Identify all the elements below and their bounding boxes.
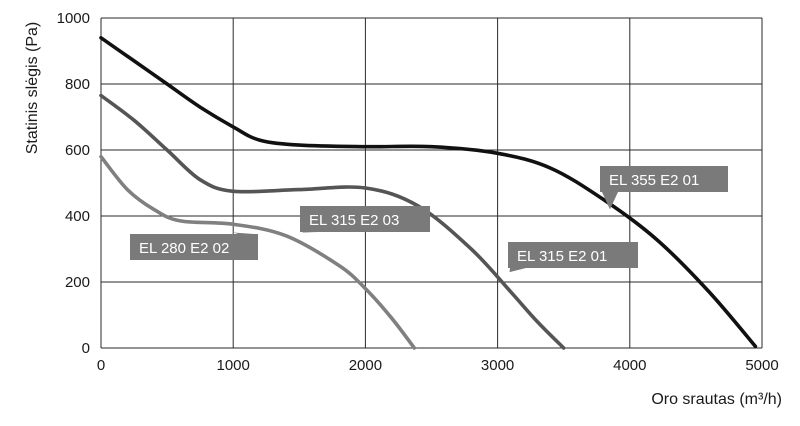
callout-box [130,234,258,260]
y-tick-label: 0 [82,340,90,357]
series-line-1 [99,93,566,350]
callout-box [508,242,638,268]
tick-labels: 0 1000 2000 3000 4000 5000 0 200 400 600 800 1000 [57,10,779,374]
y-tick-label: 200 [65,274,90,291]
y-axis-label: Statinis slėgis (Pa) [24,22,41,155]
callout-box [600,166,728,192]
x-tick-label: 3000 [481,357,514,374]
y-tick-label: 1000 [57,10,90,27]
series-line-0 [99,36,758,349]
callout-pointer [233,232,254,234]
callout-label: EL 355 E2 01 [609,172,699,189]
callout-label: EL 280 E2 02 [139,240,229,257]
callout-label: EL 315 E2 01 [517,248,607,265]
callout-label: EL 315 E2 03 [309,212,399,229]
y-tick-label: 600 [65,142,90,159]
callout-pointer [602,192,618,210]
callout-pointer [302,232,318,233]
x-tick-label: 1000 [217,357,250,374]
y-tick-label: 400 [65,208,90,225]
x-tick-label: 0 [97,357,105,374]
callout-2: EL 280 E2 02 [130,232,258,260]
series-layer [99,36,758,350]
x-tick-label: 2000 [349,357,382,374]
callout-box [300,206,430,232]
x-tick-label: 5000 [745,357,778,374]
series-line-2 [99,154,417,350]
callout-3: EL 315 E2 01 [508,242,638,273]
callout-pointer [509,268,526,273]
callouts: EL 355 E2 01 EL 315 E2 03 EL 280 E2 02 EL 3… [130,166,728,273]
callout-0: EL 355 E2 01 [600,166,728,210]
callout-1: EL 315 E2 03 [300,206,430,233]
x-axis-label: Oro srautas (m³/h) [651,391,782,408]
x-tick-label: 4000 [613,357,646,374]
y-tick-label: 800 [65,76,90,93]
